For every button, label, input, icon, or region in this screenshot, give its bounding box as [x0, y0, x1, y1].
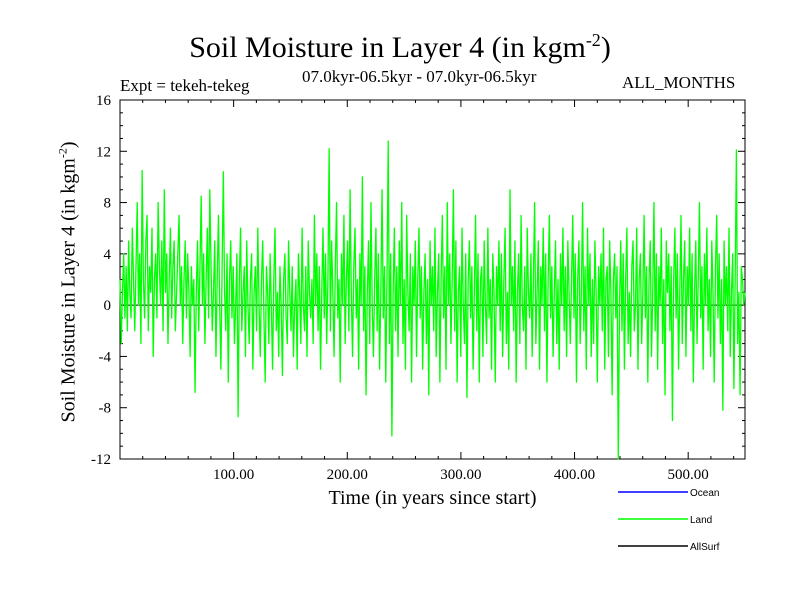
y-tick-label: -12	[91, 452, 111, 468]
x-tick-label: 400.00	[554, 467, 595, 483]
legend: Ocean Land AllSurf	[618, 488, 720, 553]
y-tick-label: -4	[99, 349, 112, 365]
experiment-label: Expt = tekeh-tekeg	[120, 76, 250, 95]
y-tick-label: 4	[104, 247, 112, 263]
x-tick-label: 200.00	[327, 467, 368, 483]
y-tick-label: 12	[96, 144, 111, 160]
months-label: ALL_MONTHS	[622, 73, 736, 92]
y-tick-label: 16	[96, 93, 112, 109]
x-tick-label: 500.00	[668, 467, 709, 483]
y-tick-label: -8	[99, 401, 112, 417]
x-tick-label: 300.00	[440, 467, 481, 483]
y-tick-label: 0	[104, 298, 112, 314]
x-tick-label: 100.00	[213, 467, 254, 483]
y-tick-labels: -12 -8 -4 0 4 8 12 16	[91, 93, 112, 468]
x-tick-labels: 100.00 200.00 300.00 400.00 500.00	[213, 467, 709, 483]
legend-label-land: Land	[690, 515, 712, 526]
series-line-land	[119, 140, 746, 460]
legend-label-ocean: Ocean	[690, 488, 719, 499]
period-label: 07.0kyr-06.5kyr - 07.0kyr-06.5kyr	[302, 67, 537, 86]
legend-label-allsurf: AllSurf	[690, 542, 720, 553]
x-axis-label: Time (in years since start)	[328, 487, 537, 509]
chart-title: Soil Moisture in Layer 4 (in kgm-2)	[189, 30, 611, 64]
y-tick-label: 8	[104, 196, 112, 212]
y-axis-label: Soil Moisture in Layer 4 (in kgm-2)	[55, 141, 80, 423]
